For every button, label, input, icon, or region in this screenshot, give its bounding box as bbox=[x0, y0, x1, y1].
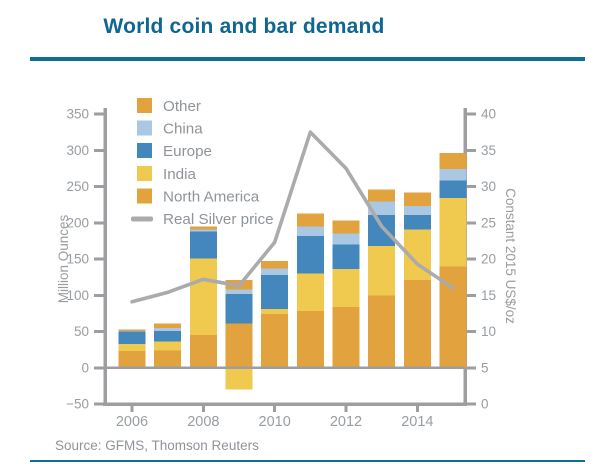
x-axis-tick-label: 2006 bbox=[116, 414, 148, 430]
bar-2009-china bbox=[225, 289, 253, 294]
legend-label-india: India bbox=[163, 166, 196, 183]
legend-swatch-india bbox=[137, 165, 152, 181]
left-axis-tick-label: 350 bbox=[66, 107, 89, 122]
bar-2011-north-america bbox=[296, 311, 324, 368]
legend-label-real-silver-price: Real Silver price bbox=[163, 211, 274, 228]
bar-2009-india bbox=[225, 367, 253, 390]
x-axis-tick-label: 2014 bbox=[401, 414, 433, 430]
bar-2008-china bbox=[189, 229, 217, 232]
bar-2011-europe bbox=[296, 235, 324, 274]
right-axis-tick-label: 30 bbox=[481, 179, 496, 194]
legend-swatch-north-america bbox=[137, 188, 152, 204]
left-axis-tick-label: 200 bbox=[66, 215, 89, 230]
x-axis-tick-label: 2010 bbox=[259, 414, 291, 430]
bar-2006-other bbox=[118, 329, 146, 331]
legend-swatch-other bbox=[137, 98, 152, 113]
right-axis-tick-label: 5 bbox=[481, 360, 489, 375]
silver-price-line bbox=[130, 130, 455, 304]
bar-2013-india bbox=[368, 245, 396, 296]
bar-2011-other bbox=[296, 213, 324, 227]
bar-2010-china bbox=[261, 268, 289, 275]
legend-item-china: China bbox=[137, 120, 203, 138]
bar-2015-india bbox=[439, 198, 467, 267]
legend-line-swatch bbox=[131, 216, 153, 222]
bar-2012-china bbox=[332, 233, 360, 245]
bar-2013-other bbox=[368, 189, 396, 202]
bar-2008-north-america bbox=[189, 335, 217, 368]
bar-2013-north-america bbox=[368, 295, 396, 368]
bar-2008-india bbox=[189, 258, 217, 336]
bar-2015-other bbox=[439, 153, 467, 170]
bar-2012-north-america bbox=[332, 306, 360, 368]
bar-2012-india bbox=[332, 269, 360, 307]
bar-2007-europe bbox=[154, 330, 182, 342]
bar-2007-other bbox=[154, 323, 182, 328]
bar-2015-europe bbox=[439, 180, 467, 199]
bar-2014-other bbox=[403, 192, 431, 207]
right-axis-tick-label: 15 bbox=[481, 288, 496, 303]
left-axis-tick-label: 150 bbox=[66, 252, 89, 267]
legend-item-north-america: North America bbox=[137, 188, 260, 205]
legend-label-other: Other bbox=[163, 98, 201, 115]
source-note: Source: GFMS, Thomson Reuters bbox=[55, 438, 259, 453]
bar-2010-europe bbox=[261, 274, 289, 310]
legend-swatch-china bbox=[137, 120, 152, 136]
left-axis-tick-label: 250 bbox=[66, 179, 89, 194]
left-axis-tick-label: −50 bbox=[66, 397, 89, 412]
bar-2012-other bbox=[332, 220, 360, 234]
legend-swatch-europe bbox=[137, 143, 152, 159]
bar-2007-india bbox=[154, 341, 182, 351]
left-axis-title: Million Ounces bbox=[56, 214, 71, 303]
legend-item-other: Other bbox=[137, 98, 201, 115]
x-axis-tick-label: 2012 bbox=[330, 414, 362, 430]
bar-2009-north-america bbox=[225, 323, 253, 368]
bar-2010-other bbox=[261, 261, 289, 269]
title-rule bbox=[30, 57, 585, 61]
legend-item-india: India bbox=[137, 165, 196, 183]
x-axis-tick-label: 2008 bbox=[187, 414, 219, 430]
legend-label-china: China bbox=[163, 121, 203, 138]
bar-2013-europe bbox=[368, 214, 396, 246]
bar-2008-other bbox=[189, 226, 217, 230]
right-axis-tick-label: 0 bbox=[481, 397, 489, 412]
bar-2011-india bbox=[296, 273, 324, 312]
bar-2007-china bbox=[154, 327, 182, 331]
right-axis-tick-label: 40 bbox=[481, 107, 496, 122]
legend-item-real-silver-price: Real Silver price bbox=[131, 211, 274, 228]
right-axis-title: Constant 2015 US$/oz bbox=[503, 188, 518, 324]
bar-2012-europe bbox=[332, 244, 360, 270]
bar-2010-north-america bbox=[261, 314, 289, 368]
bar-2014-north-america bbox=[403, 280, 431, 368]
legend-item-europe: Europe bbox=[137, 143, 212, 160]
legend-label-north-america: North America bbox=[163, 188, 260, 205]
left-axis-tick-label: 50 bbox=[74, 324, 89, 339]
bar-2008-europe bbox=[189, 231, 217, 259]
right-axis-tick-label: 10 bbox=[481, 324, 496, 339]
bar-2006-china bbox=[118, 330, 146, 332]
bar-2014-china bbox=[403, 206, 431, 215]
bar-2013-china bbox=[368, 201, 396, 215]
left-axis-tick-label: 100 bbox=[66, 288, 89, 303]
left-axis-tick-label: 0 bbox=[81, 360, 89, 375]
chart-title: World coin and bar demand bbox=[103, 15, 385, 38]
legend-label-europe: Europe bbox=[163, 143, 212, 160]
bottom-rule bbox=[30, 460, 585, 462]
bar-2006-india bbox=[118, 343, 146, 352]
bar-2006-north-america bbox=[118, 351, 146, 368]
bar-2009-europe bbox=[225, 293, 253, 324]
right-axis-tick-label: 20 bbox=[481, 252, 496, 267]
bar-2006-europe bbox=[118, 331, 146, 344]
coin-and-bar-demand-chart: −50 0 50 100 150 200 250 300 350 0 5 10 15 20 25 30 35 40… bbox=[56, 98, 518, 430]
left-axis-tick-label: 300 bbox=[66, 143, 89, 158]
bar-2007-north-america bbox=[154, 350, 182, 368]
bar-2015-china bbox=[439, 169, 467, 181]
right-axis-tick-label: 35 bbox=[481, 143, 496, 158]
bar-2014-europe bbox=[403, 214, 431, 230]
bar-2010-india bbox=[261, 309, 289, 315]
right-axis-tick-label: 25 bbox=[481, 215, 496, 230]
bar-2011-china bbox=[296, 226, 324, 236]
